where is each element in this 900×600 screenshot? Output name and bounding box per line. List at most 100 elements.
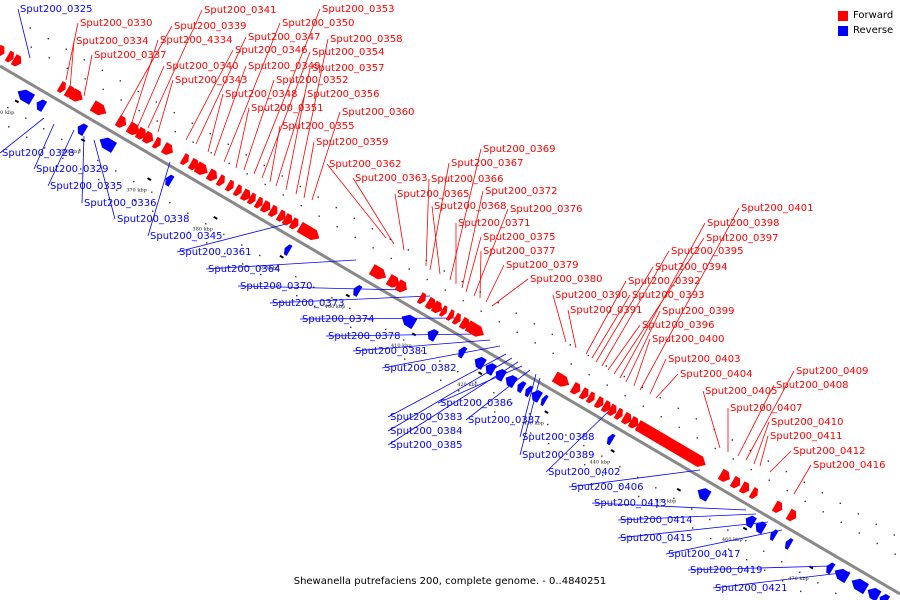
leader-line bbox=[479, 250, 482, 299]
guide-dot bbox=[839, 502, 841, 504]
leader-line bbox=[47, 129, 75, 187]
forward-gene-label: Sput200_0363 bbox=[355, 173, 428, 184]
guide-dot bbox=[264, 183, 266, 186]
leader-line bbox=[702, 390, 721, 449]
guide-dot bbox=[588, 373, 590, 376]
forward-gene-arrow bbox=[281, 213, 293, 226]
leader-line bbox=[437, 365, 523, 404]
reverse-gene-label: Sput200_0388 bbox=[522, 432, 595, 443]
guide-dot bbox=[242, 263, 244, 265]
leader-line bbox=[425, 178, 430, 267]
reverse-gene-label: Sput200_0382 bbox=[384, 363, 457, 374]
guide-dot bbox=[44, 147, 46, 149]
guide-dot bbox=[673, 497, 675, 500]
reverse-gene-label: Sput200_0406 bbox=[571, 482, 644, 493]
reverse-gene-arrow bbox=[769, 529, 779, 542]
guide-dot bbox=[317, 196, 319, 198]
leader-line bbox=[745, 370, 795, 461]
guide-dot bbox=[205, 223, 207, 225]
gene-labels: Sput200_0330Sput200_0334Sput200_0337Sput… bbox=[2, 4, 886, 594]
leader-line bbox=[387, 353, 507, 418]
forward-gene-label: Sput200_0396 bbox=[642, 320, 715, 331]
forward-gene-label: Sput200_0350 bbox=[282, 18, 355, 29]
forward-gene-label: Sput200_0362 bbox=[329, 159, 402, 170]
reverse-gene-label: Sput200_0374 bbox=[302, 314, 375, 325]
leader-line bbox=[213, 65, 247, 157]
forward-gene-label: Sput200_0391 bbox=[570, 305, 643, 316]
leader-line bbox=[753, 421, 770, 465]
guide-dot bbox=[497, 302, 499, 304]
forward-gene-arrow bbox=[620, 411, 632, 425]
reverse-gene-arrow bbox=[165, 174, 175, 187]
forward-gene-label: Sput200_0351 bbox=[251, 103, 324, 114]
tick-label: 390 kbp bbox=[259, 265, 280, 271]
forward-gene-arrow bbox=[368, 264, 387, 280]
reverse-gene-label: Sput200_0338 bbox=[117, 214, 190, 225]
guide-dot bbox=[29, 27, 31, 29]
leader-line bbox=[65, 22, 79, 81]
forward-gene-label: Sput200_0346 bbox=[235, 45, 308, 56]
guide-dot bbox=[115, 170, 117, 172]
reverse-gene-label: Sput200_0415 bbox=[620, 533, 693, 544]
guide-dot bbox=[281, 175, 283, 177]
reverse-gene-label: Sput200_0370 bbox=[240, 281, 313, 292]
reverse-gene-label: Sput200_0413 bbox=[594, 498, 667, 509]
guide-dot bbox=[551, 333, 553, 336]
reverse-gene-arrow bbox=[495, 368, 507, 382]
forward-gene-arrow bbox=[259, 200, 271, 213]
reverse-gene-label: Sput200_0421 bbox=[715, 583, 788, 594]
reverse-gene-arrow bbox=[458, 346, 468, 359]
leader-line bbox=[119, 25, 173, 119]
forward-gene-arrow bbox=[771, 500, 783, 513]
leader-line bbox=[235, 107, 250, 169]
reverse-gene-arrow bbox=[17, 89, 36, 105]
guide-dot bbox=[206, 242, 208, 244]
reverse-gene-arrow bbox=[697, 488, 712, 502]
guide-dot bbox=[516, 331, 518, 333]
forward-gene-arrow bbox=[627, 415, 639, 429]
forward-gene-arrow bbox=[613, 407, 623, 420]
guide-dot bbox=[677, 407, 679, 409]
guide-dot bbox=[228, 162, 230, 165]
forward-gene-arrow bbox=[253, 196, 263, 209]
leader-line bbox=[595, 266, 654, 363]
guide-dot bbox=[547, 423, 549, 426]
forward-gene-arrow bbox=[445, 309, 455, 321]
guide-dot bbox=[515, 312, 517, 314]
forward-gene-label: Sput200_0365 bbox=[397, 189, 470, 200]
forward-gene-label: Sput200_0403 bbox=[668, 354, 741, 365]
forward-gene-label: Sput200_0376 bbox=[510, 204, 583, 215]
guide-dot bbox=[390, 257, 392, 260]
leader-line bbox=[223, 22, 281, 163]
leader-line bbox=[461, 190, 484, 289]
gene-arrows bbox=[0, 44, 891, 600]
reverse-gene-arrow bbox=[505, 375, 518, 389]
forward-gene-arrow bbox=[224, 179, 234, 192]
guide-dot bbox=[174, 131, 176, 133]
guide-dot bbox=[138, 109, 140, 112]
forward-gene-label: Sput200_0368 bbox=[434, 201, 507, 212]
tick-label: 420 kbp bbox=[457, 382, 478, 388]
guide-dot bbox=[101, 69, 103, 72]
guide-dot bbox=[746, 559, 748, 561]
leader-line bbox=[687, 565, 831, 571]
forward-gene-label: Sput200_0358 bbox=[330, 34, 403, 45]
forward-gene-label: Sput200_0352 bbox=[276, 75, 349, 86]
tick-label: 470 kbp bbox=[788, 576, 809, 582]
guide-dot bbox=[336, 226, 338, 228]
reverse-gene-arrow bbox=[427, 329, 439, 342]
guide-dot bbox=[799, 571, 801, 573]
leader-line bbox=[295, 38, 329, 195]
guide-dot bbox=[169, 202, 171, 204]
forward-gene-arrow bbox=[458, 316, 470, 330]
forward-gene-label: Sput200_0399 bbox=[662, 306, 735, 317]
tick-mark bbox=[676, 487, 682, 492]
guide-dot bbox=[209, 133, 211, 135]
guide-dot bbox=[695, 418, 697, 420]
forward-gene-label: Sput200_0343 bbox=[175, 75, 248, 86]
forward-gene-label: Sput200_0409 bbox=[796, 366, 869, 377]
forward-gene-arrow bbox=[10, 54, 22, 67]
dotted-guides bbox=[7, 27, 896, 595]
guide-dot bbox=[602, 474, 604, 476]
